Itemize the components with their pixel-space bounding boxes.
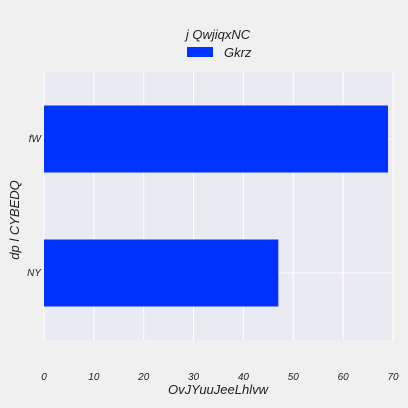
legend-swatch	[187, 47, 213, 57]
y-tick-label: fW	[29, 134, 43, 145]
x-tick-label: 40	[238, 372, 250, 383]
legend-label: Gkrz	[224, 45, 252, 60]
y-axis-label: dp l CYBEDQ	[7, 180, 22, 259]
x-tick-label: 10	[88, 372, 100, 383]
y-tick-label: NY	[27, 268, 42, 279]
legend-title: j QwjiqxNC	[184, 27, 251, 42]
y-tick-labels: fW NY	[27, 134, 42, 279]
bar-fW	[44, 105, 389, 173]
bar-NY	[44, 239, 279, 307]
x-tick-label: 70	[387, 372, 399, 383]
x-tick-label: 30	[188, 372, 200, 383]
x-tick-labels: 0 10 20 30 40 50 60 70	[41, 372, 399, 383]
x-tick-label: 60	[338, 372, 350, 383]
x-tick-label: 50	[288, 372, 300, 383]
x-tick-label: 20	[137, 372, 150, 383]
x-axis-label: OvJYuuJeeLhlvw	[168, 382, 270, 397]
x-tick-label: 0	[41, 372, 47, 383]
legend: j QwjiqxNC Gkrz	[184, 27, 252, 60]
bars	[44, 105, 389, 307]
